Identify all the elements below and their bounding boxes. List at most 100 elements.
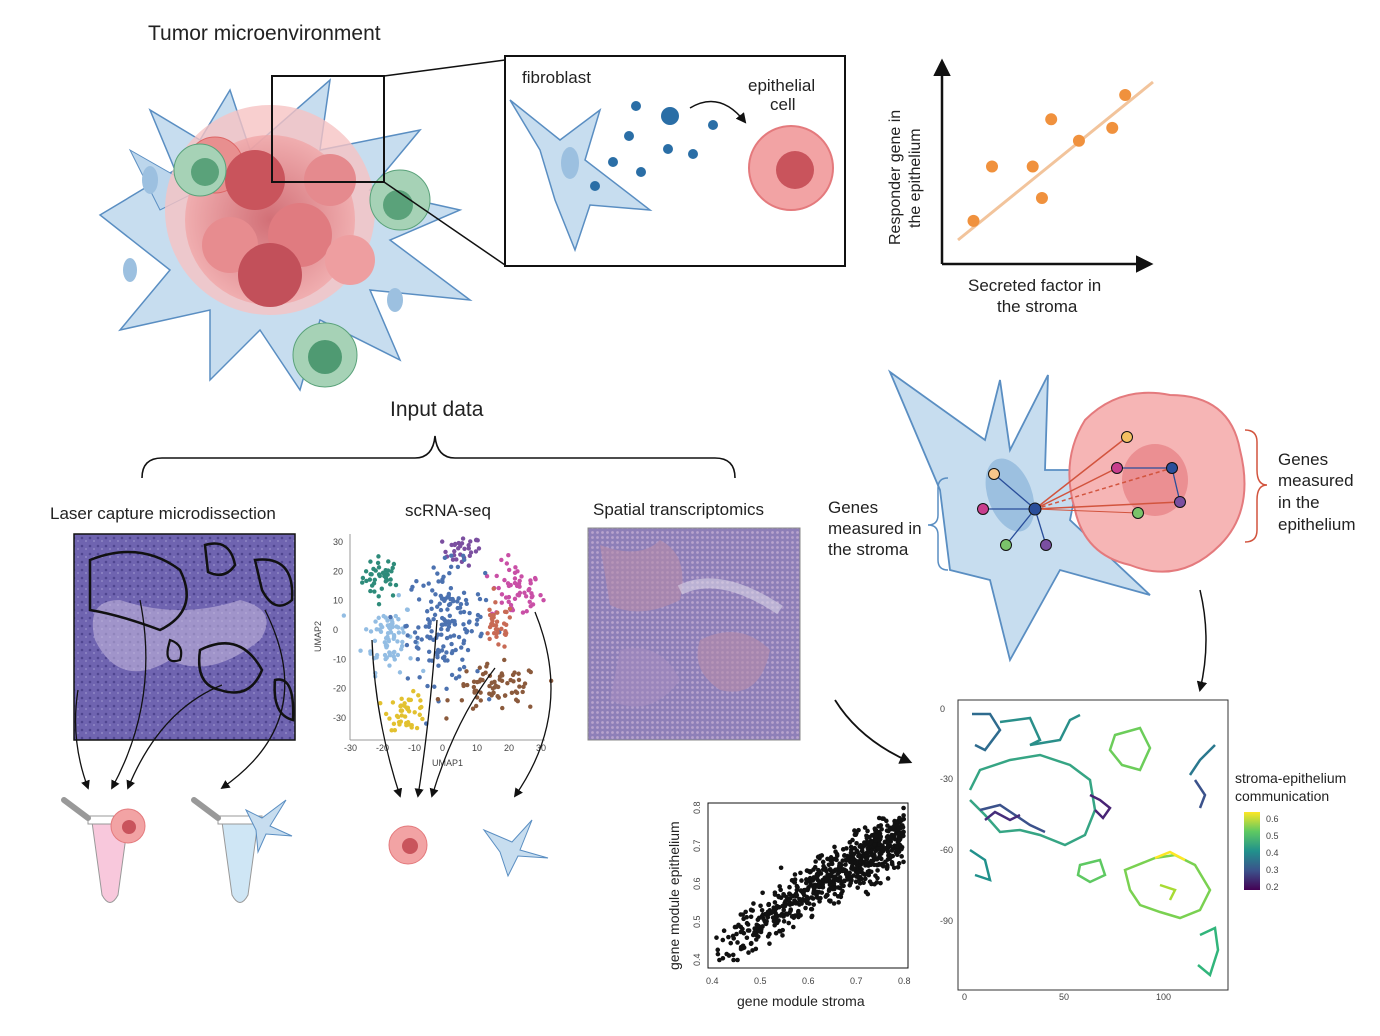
module-point [848, 880, 853, 886]
module-point [777, 884, 782, 889]
umap-point [478, 690, 483, 695]
umap-point [446, 591, 452, 597]
umap-point [463, 597, 469, 603]
umap-point [464, 601, 469, 607]
umap-point [461, 682, 466, 687]
module-point [878, 851, 884, 856]
umap-point [403, 624, 408, 629]
umap-point [452, 549, 457, 554]
module-point [755, 917, 761, 923]
umap-point [435, 655, 440, 660]
umap-point [367, 577, 373, 582]
module-point [836, 878, 841, 883]
module-point [767, 931, 772, 937]
responder-point [986, 160, 998, 173]
module-point [736, 922, 741, 928]
signaling-inset: fibroblast epithelial cell [504, 55, 846, 267]
umap-point [489, 693, 494, 698]
umap-point [385, 630, 391, 636]
comm-legend-tick: 0.5 [1266, 831, 1279, 841]
umap-point [541, 597, 546, 603]
module-point [770, 909, 775, 915]
responder-plot: Responder gene in the epithelium Secrete… [887, 58, 1154, 316]
module-point [899, 846, 904, 852]
module-point [715, 947, 721, 953]
umap-point [474, 537, 479, 543]
umap-point [435, 604, 440, 609]
umap-y-tick: 10 [333, 596, 343, 606]
module-point [864, 856, 869, 861]
comm-y-tick: 0 [940, 704, 945, 714]
umap-point [439, 632, 444, 637]
module-point [773, 905, 778, 911]
umap-point [506, 553, 511, 558]
umap-point [363, 627, 369, 632]
umap-point [487, 636, 492, 642]
umap-point [410, 584, 415, 590]
umap-point [460, 657, 465, 662]
umap-point [394, 713, 400, 719]
module-point [889, 860, 895, 865]
umap-point [453, 676, 459, 681]
umap-point [456, 596, 461, 601]
module-point [802, 887, 808, 893]
umap-point [372, 589, 377, 594]
module-point [865, 828, 870, 834]
umap-point [399, 696, 404, 702]
umap-point [459, 645, 464, 650]
umap-point [499, 592, 505, 597]
umap-point [435, 571, 440, 576]
umap-point [527, 586, 532, 592]
umap-point [467, 610, 472, 616]
module-point [892, 832, 897, 838]
module-point [892, 836, 898, 842]
module-point [787, 902, 793, 907]
umap-point [468, 550, 474, 555]
module-point [851, 866, 856, 871]
umap-point [504, 561, 510, 566]
module-point [831, 881, 837, 886]
umap-point [388, 614, 393, 620]
umap-point [512, 670, 517, 675]
module-point [901, 805, 906, 811]
umap-point [385, 572, 390, 577]
umap-point [517, 684, 522, 689]
module-point [848, 850, 854, 856]
module-point [875, 868, 880, 873]
scrna-fibroblast [482, 819, 549, 878]
module-point [803, 905, 808, 911]
umap-point [502, 577, 507, 583]
umap-point [470, 706, 476, 711]
umap-point [415, 657, 421, 662]
umap-point [444, 650, 449, 655]
umap-point [462, 546, 467, 552]
module-point [832, 874, 838, 879]
module-point [890, 825, 896, 830]
umap-x-tick: 20 [504, 743, 514, 753]
umap-point [501, 621, 507, 626]
gene-network-illustration: Genes measured in the stroma Genes measu… [828, 369, 1356, 663]
responder-points [967, 89, 1132, 227]
module-point [859, 848, 865, 854]
module-point [791, 924, 796, 930]
module-x-tick: 0.6 [802, 976, 815, 986]
umap-point [380, 570, 386, 576]
module-point [759, 913, 765, 919]
module-point [853, 879, 859, 885]
umap-point [435, 632, 441, 637]
module-y-tick: 0.8 [692, 801, 702, 814]
umap-point [426, 581, 431, 586]
module-point [873, 838, 879, 844]
module-point [828, 898, 833, 904]
umap-point [445, 658, 450, 663]
tumor-microenvironment-title: Tumor microenvironment [148, 22, 381, 45]
umap-point [391, 561, 397, 567]
module-point [803, 880, 809, 886]
umap-point [396, 630, 402, 635]
module-point [845, 877, 851, 882]
module-point [787, 891, 792, 896]
umap-point [504, 609, 509, 615]
umap-point [391, 721, 397, 727]
umap-point [502, 644, 507, 649]
